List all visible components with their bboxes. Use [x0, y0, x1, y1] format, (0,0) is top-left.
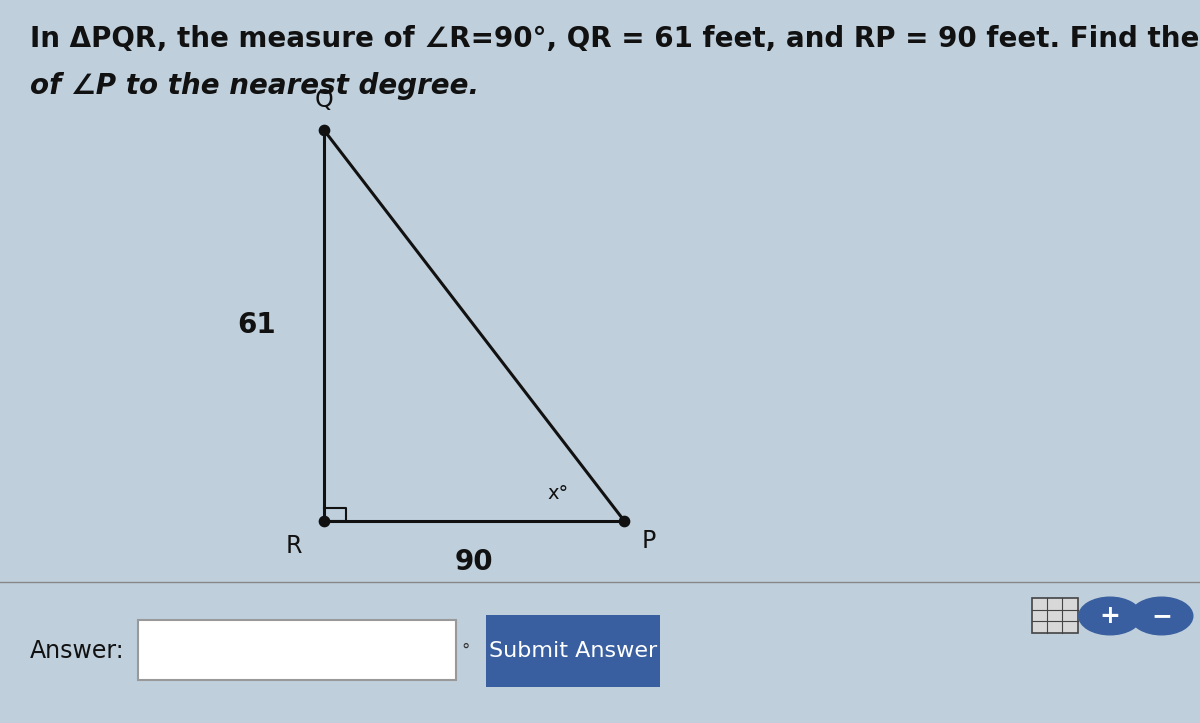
FancyBboxPatch shape: [138, 620, 456, 680]
Text: x°: x°: [547, 484, 569, 502]
Text: 61: 61: [238, 312, 276, 339]
Text: 90: 90: [455, 548, 493, 576]
Text: R: R: [286, 534, 302, 557]
Text: In ΔPQR, the measure of ∠R=90°, QR = 61 feet, and RP = 90 feet. Find the measure: In ΔPQR, the measure of ∠R=90°, QR = 61 …: [30, 25, 1200, 54]
Bar: [0, 582, 1200, 723]
Point: [614, 515, 634, 526]
Text: of ∠P to the nearest degree.: of ∠P to the nearest degree.: [30, 72, 479, 100]
Point: [314, 515, 334, 526]
Text: °: °: [462, 642, 469, 659]
Bar: [1032, 598, 1078, 633]
Circle shape: [1079, 597, 1141, 635]
Text: Q: Q: [314, 88, 334, 112]
Text: Submit Answer: Submit Answer: [490, 641, 658, 661]
Circle shape: [1130, 597, 1193, 635]
Text: +: +: [1099, 604, 1121, 628]
Text: −: −: [1151, 604, 1172, 628]
Text: Answer:: Answer:: [30, 638, 125, 663]
FancyBboxPatch shape: [486, 615, 660, 687]
Point: [314, 124, 334, 136]
Text: P: P: [642, 529, 656, 553]
